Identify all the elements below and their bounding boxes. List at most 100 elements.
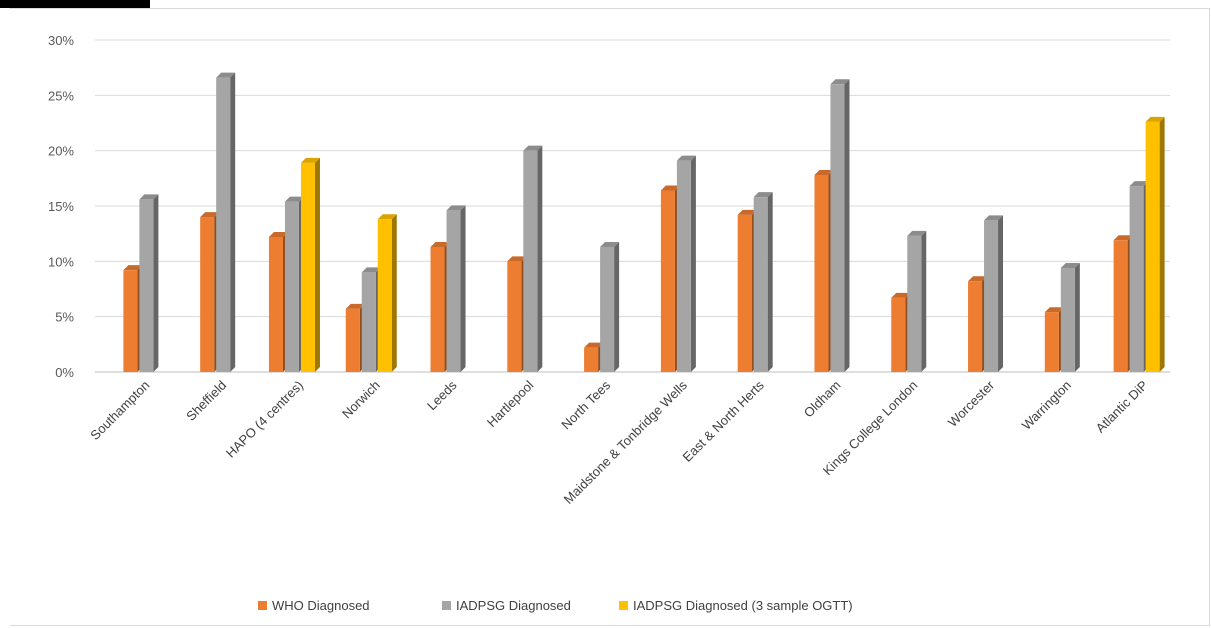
bar-front [830,84,845,373]
bar-iadpsg-diagnosed [523,145,543,372]
bar-iadpsg-diagnosed [139,194,159,372]
x-category-label: Warrington [1019,378,1074,433]
bar-front [984,220,999,372]
bar-front [430,246,445,372]
bar-front [139,199,154,372]
bar-side [690,155,696,372]
bar-front [345,308,360,372]
bar-top [1129,181,1149,187]
bar-front [507,261,522,372]
bar-iadpsg-diagnosed [984,215,1004,372]
bar-top [507,256,527,262]
gridlines [95,39,1170,373]
bar-front [523,150,538,372]
bar-side [844,79,850,373]
bar-top [737,209,757,215]
bar-top [907,230,927,236]
y-tick-label: 0% [55,365,74,380]
bar-top [268,231,288,237]
bar-iadpsg-diagnosed [446,205,466,372]
bar-iadpsg-diagnosed [1060,262,1080,372]
bar-front [216,77,231,373]
y-tick-label: 15% [48,199,74,214]
bar-top [284,196,304,202]
bar-top [984,215,1004,221]
bar-iadpsg-diagnosed-3-sample-ogtt- [300,157,320,372]
x-category-label: Oldham [801,378,844,421]
bar-top [600,241,620,247]
x-category-label: Southampton [87,378,152,443]
bar-front [1060,267,1075,372]
bar-front [676,160,691,372]
bar-top [814,170,834,176]
bar-iadpsg-diagnosed [753,192,773,372]
bar-side [153,194,159,372]
bar-top [377,214,397,220]
bar-front [377,219,392,372]
bar-front [1113,240,1128,372]
x-category-label: Worcester [945,377,998,430]
bar-top [345,303,365,309]
legend-item: IADPSG Diagnosed (3 sample OGTT) [619,598,853,613]
bar-top [753,192,773,198]
bar-front [737,214,752,372]
bar-front [1129,186,1144,372]
bar-front [268,236,283,372]
bar-top [1145,116,1165,122]
bar-front [753,197,768,372]
legend-label: IADPSG Diagnosed (3 sample OGTT) [633,598,853,613]
bar-top [968,276,988,282]
bar-front [660,190,675,372]
x-category-label: Atlantic DiP [1093,378,1151,436]
y-tick-label: 25% [48,88,74,103]
bar-front [284,201,299,372]
bar-front [814,175,829,372]
bar-side [1074,262,1080,372]
y-axis-tick-labels: 0% 5% 10% 15% 20% 25% 30% [48,33,74,380]
bar-top [446,205,466,211]
x-category-label: Hartlepool [484,377,537,430]
bar-top [584,342,604,348]
bar-front [446,210,461,372]
bar-top [1060,262,1080,268]
bar-top [300,157,320,163]
x-category-label: HAPO (4 centres) [223,378,306,461]
bar-side [921,230,927,372]
bar-side [767,192,773,372]
x-category-label: Norwich [339,378,383,422]
bar-top [523,145,543,151]
bar-side [998,215,1004,372]
legend-swatch [619,601,628,610]
bar-top [361,267,381,273]
legend-label: IADPSG Diagnosed [456,598,571,613]
bar-front [584,347,599,372]
y-tick-label: 20% [48,144,74,159]
legend-item: IADPSG Diagnosed [442,598,571,613]
bar-side [537,145,543,372]
bar-iadpsg-diagnosed-3-sample-ogtt- [377,214,397,372]
bar-iadpsg-diagnosed-3-sample-ogtt- [1145,116,1165,372]
y-tick-label: 10% [48,254,74,269]
bar-top [123,265,143,271]
bar-iadpsg-diagnosed [907,230,927,372]
x-category-label: Leeds [424,377,460,413]
bar-top [660,185,680,191]
legend: WHO Diagnosed IADPSG Diagnosed IADPSG Diag… [258,598,853,613]
bar-side [614,241,620,372]
bar-front [968,281,983,372]
legend-swatch [258,601,267,610]
cropped-title-fragment [0,0,150,8]
bar-iadpsg-diagnosed [216,72,236,373]
bar-iadpsg-diagnosed [676,155,696,372]
bar-side [314,157,320,372]
bar-side [460,205,466,372]
bar-top [1044,307,1064,313]
bar-front [123,270,138,372]
bar-top [430,241,450,247]
bar-top [216,72,236,78]
bar-top [1113,235,1133,241]
bar-front [891,297,906,372]
bar-front [1044,312,1059,372]
